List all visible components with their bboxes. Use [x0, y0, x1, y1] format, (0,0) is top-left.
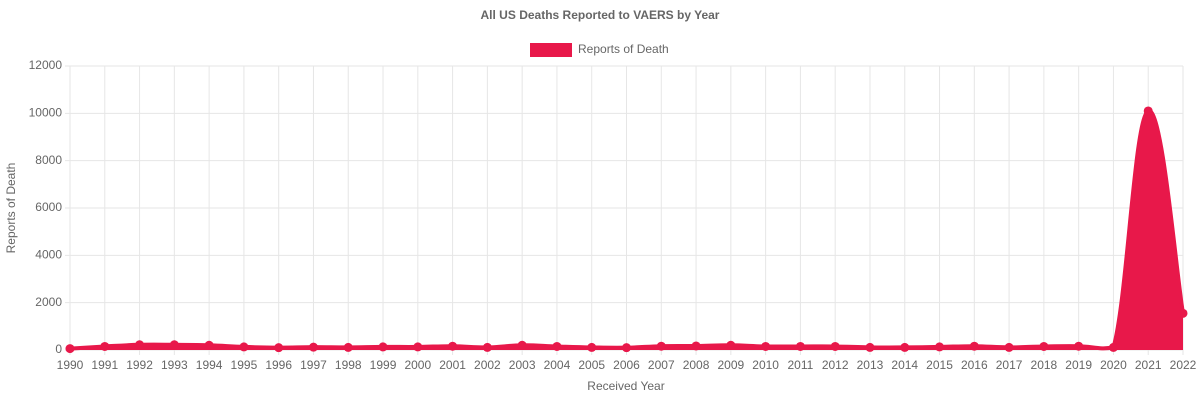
point: [900, 342, 910, 352]
x-tick-label: 2002: [474, 358, 501, 372]
x-tick-label: 2009: [717, 358, 744, 372]
x-tick-label: 2019: [1065, 358, 1092, 372]
chart-title: All US Deaths Reported to VAERS by Year: [481, 8, 720, 22]
point: [65, 344, 75, 354]
point: [1004, 342, 1014, 352]
point: [100, 341, 110, 351]
point: [1039, 341, 1049, 351]
y-tick-label: 4000: [35, 248, 62, 262]
x-tick-label: 1990: [57, 358, 84, 372]
x-tick-label: 1996: [265, 358, 292, 372]
y-tick-label: 12000: [29, 58, 63, 72]
x-tick-label: 2017: [996, 358, 1023, 372]
x-tick-label: 1997: [300, 358, 327, 372]
point: [761, 341, 771, 351]
x-tick-label: 2005: [578, 358, 605, 372]
x-tick-label: 2001: [439, 358, 466, 372]
point: [378, 342, 388, 352]
point: [691, 341, 701, 351]
y-tick-label: 0: [55, 342, 62, 356]
x-tick-label: 2008: [683, 358, 710, 372]
legend-swatch: [530, 43, 572, 57]
point: [726, 340, 736, 350]
x-tick-label: 2016: [961, 358, 988, 372]
x-tick-label: 2018: [1031, 358, 1058, 372]
point: [169, 340, 179, 350]
point: [1178, 308, 1188, 318]
point: [969, 341, 979, 351]
point: [308, 342, 318, 352]
point: [1143, 106, 1153, 116]
legend-label: Reports of Death: [578, 42, 669, 56]
point: [830, 341, 840, 351]
point: [413, 342, 423, 352]
x-tick-label: 2015: [926, 358, 953, 372]
x-tick-label: 2004: [544, 358, 571, 372]
point: [795, 341, 805, 351]
point: [935, 342, 945, 352]
point: [1108, 342, 1118, 352]
point: [587, 342, 597, 352]
x-tick-label: 2012: [822, 358, 849, 372]
point: [274, 343, 284, 353]
point: [865, 342, 875, 352]
point: [448, 341, 458, 351]
y-tick-label: 10000: [29, 106, 63, 120]
x-tick-label: 2003: [509, 358, 536, 372]
x-tick-label: 2021: [1135, 358, 1162, 372]
y-tick-label: 2000: [35, 295, 62, 309]
x-tick-label: 1994: [196, 358, 223, 372]
x-tick-label: 1992: [126, 358, 153, 372]
point: [239, 342, 249, 352]
x-tick-label: 2007: [648, 358, 675, 372]
x-tick-label: 2006: [613, 358, 640, 372]
point: [482, 342, 492, 352]
point: [622, 343, 631, 353]
point: [552, 341, 562, 351]
x-tick-label: 1991: [91, 358, 118, 372]
x-tick-label: 2014: [891, 358, 918, 372]
x-axis-title: Received Year: [587, 379, 664, 393]
point: [204, 340, 214, 350]
x-tick-label: 1999: [370, 358, 397, 372]
x-tick-label: 1998: [335, 358, 362, 372]
point: [1074, 341, 1084, 351]
point: [343, 342, 353, 352]
x-tick-label: 2020: [1100, 358, 1127, 372]
x-tick-label: 2022: [1170, 358, 1197, 372]
x-tick-label: 1993: [161, 358, 188, 372]
point: [656, 341, 666, 351]
y-tick-label: 8000: [35, 153, 62, 167]
x-tick-label: 2013: [857, 358, 884, 372]
x-tick-label: 2011: [788, 358, 814, 372]
x-tick-label: 2000: [404, 358, 431, 372]
x-tick-label: 1995: [231, 358, 258, 372]
x-tick-label: 2010: [752, 358, 779, 372]
y-tick-label: 6000: [35, 200, 62, 214]
point: [135, 340, 145, 350]
y-axis-title: Reports of Death: [4, 163, 18, 254]
point: [517, 340, 527, 350]
